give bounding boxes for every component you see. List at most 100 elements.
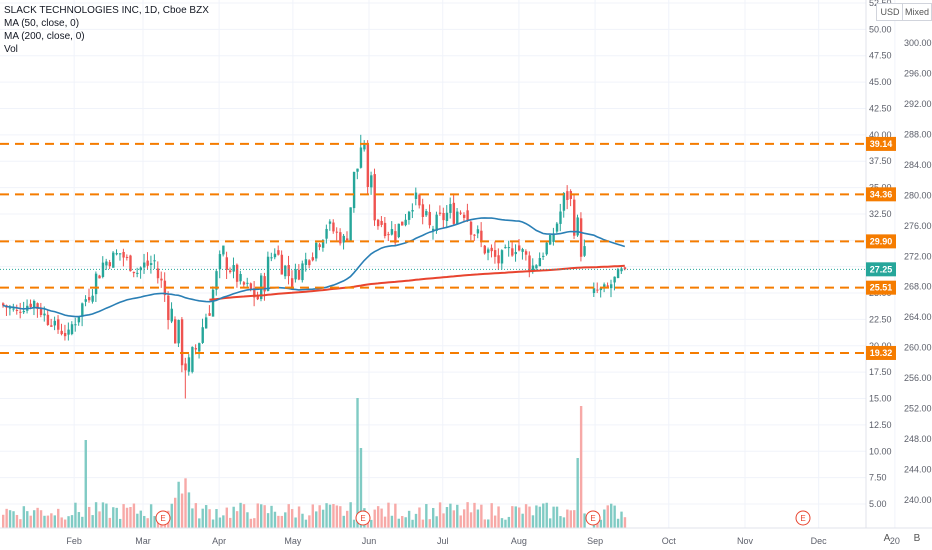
candle-body bbox=[39, 307, 43, 315]
volume-bar bbox=[249, 518, 253, 528]
volume-bar bbox=[136, 513, 139, 528]
symbol-title[interactable]: SLACK TECHNOLOGIES INC, 1D, Cboe BZX bbox=[4, 5, 209, 16]
candle-body bbox=[524, 251, 528, 255]
volume-legend[interactable]: Vol bbox=[4, 44, 18, 55]
candle-body bbox=[518, 245, 521, 251]
volume-bar bbox=[380, 508, 383, 528]
price-axis-right[interactable]: 300.00 296.00 292.00 288.00 284.00 280.00 276.… bbox=[904, 38, 932, 505]
candle-body bbox=[373, 174, 376, 221]
candle-body bbox=[204, 317, 208, 329]
volume-bar bbox=[105, 503, 108, 528]
volume-bar bbox=[60, 517, 63, 528]
volume-bar bbox=[500, 518, 504, 528]
horizontal-levels[interactable] bbox=[0, 142, 866, 354]
candle-body bbox=[487, 249, 490, 253]
volume-bar bbox=[180, 493, 184, 528]
candle-body bbox=[321, 240, 325, 248]
right-tick-label: 256.00 bbox=[904, 373, 932, 383]
volume-bar bbox=[566, 509, 569, 528]
earnings-marker[interactable] bbox=[795, 510, 811, 526]
candle-body bbox=[81, 303, 84, 317]
volume-bar bbox=[201, 508, 204, 528]
volume-bar bbox=[545, 502, 548, 528]
right-tick-label: 260.00 bbox=[904, 343, 932, 353]
candle-body bbox=[596, 289, 599, 291]
ma50-line bbox=[2, 217, 626, 318]
candle-body bbox=[215, 271, 218, 290]
candle-body bbox=[421, 204, 425, 217]
volume-bar bbox=[359, 448, 363, 528]
candle-body bbox=[383, 222, 387, 237]
time-axis[interactable]: Feb Mar Apr May Jun Jul Aug Sep Oct Nov Dec 20 bbox=[66, 536, 899, 546]
volume-bar bbox=[46, 515, 50, 528]
candle-body bbox=[599, 287, 603, 291]
price-axis-left[interactable]: 52.5050.0047.5045.0042.5040.0037.5035.00… bbox=[869, 0, 892, 509]
volume-bar bbox=[606, 505, 609, 528]
candle-body bbox=[366, 143, 370, 187]
earnings-marker-label: E bbox=[360, 514, 365, 523]
candle-body bbox=[297, 269, 301, 280]
candle-body bbox=[277, 250, 280, 255]
base-scale-button[interactable]: B bbox=[913, 533, 921, 544]
left-tick-label: 20.00 bbox=[869, 341, 892, 351]
volume-bar bbox=[531, 515, 535, 528]
volume-bar bbox=[407, 510, 411, 528]
auto-scale-button[interactable]: A bbox=[883, 533, 891, 544]
earnings-marker[interactable] bbox=[355, 510, 371, 526]
candle-body bbox=[359, 147, 363, 168]
candle-body bbox=[160, 278, 163, 281]
earnings-marker[interactable] bbox=[585, 510, 601, 526]
ma200-line bbox=[209, 264, 625, 301]
candle-body bbox=[132, 271, 136, 274]
volume-bar bbox=[211, 519, 215, 528]
candle-body bbox=[370, 175, 373, 188]
candle-body bbox=[273, 253, 277, 258]
candle-body bbox=[490, 247, 493, 252]
candle-body bbox=[511, 248, 514, 256]
volume-bar bbox=[222, 515, 225, 528]
candle-body bbox=[242, 282, 246, 285]
candle-body bbox=[191, 347, 194, 372]
volume-bar bbox=[414, 513, 418, 528]
candle-body bbox=[263, 276, 266, 292]
time-tick-label: May bbox=[284, 536, 302, 546]
volume-bar bbox=[246, 512, 249, 528]
candle-body bbox=[469, 221, 473, 235]
scale-mode-button[interactable]: Mixed bbox=[902, 3, 932, 21]
earnings-marker[interactable] bbox=[155, 510, 171, 526]
candle-body bbox=[342, 235, 345, 243]
volume-bar bbox=[67, 516, 70, 528]
volume-bar bbox=[266, 513, 270, 528]
volume-bar bbox=[29, 515, 32, 528]
volume-bar bbox=[125, 507, 129, 528]
ma50-legend[interactable]: MA (50, close, 0) bbox=[4, 18, 80, 29]
volume-bar bbox=[356, 398, 359, 528]
candle-body bbox=[610, 284, 613, 289]
right-tick-label: 252.00 bbox=[904, 404, 932, 414]
candle-body bbox=[483, 245, 486, 254]
candle-body bbox=[613, 276, 616, 283]
candle-body bbox=[328, 221, 332, 224]
volume-bar bbox=[215, 509, 218, 528]
candle-body bbox=[562, 192, 566, 211]
candle-body bbox=[352, 171, 356, 209]
volume-bar bbox=[418, 507, 421, 528]
volume-bar bbox=[115, 507, 118, 528]
time-tick-label: Jul bbox=[437, 536, 449, 546]
candle-body bbox=[46, 314, 50, 325]
volume-bar bbox=[620, 511, 623, 528]
volume-bar bbox=[428, 519, 431, 528]
candle-body bbox=[12, 308, 15, 310]
currency-unit-button[interactable]: USD bbox=[876, 3, 904, 21]
volume-bar bbox=[346, 510, 349, 528]
candle-body bbox=[136, 272, 139, 274]
candle-body bbox=[88, 297, 91, 301]
time-tick-label: Nov bbox=[737, 536, 754, 546]
ma200-legend[interactable]: MA (200, close, 0) bbox=[4, 31, 85, 42]
volume-bar bbox=[101, 502, 105, 528]
volume-bar bbox=[270, 505, 273, 528]
candle-body bbox=[452, 202, 456, 224]
candle-body bbox=[139, 267, 142, 271]
